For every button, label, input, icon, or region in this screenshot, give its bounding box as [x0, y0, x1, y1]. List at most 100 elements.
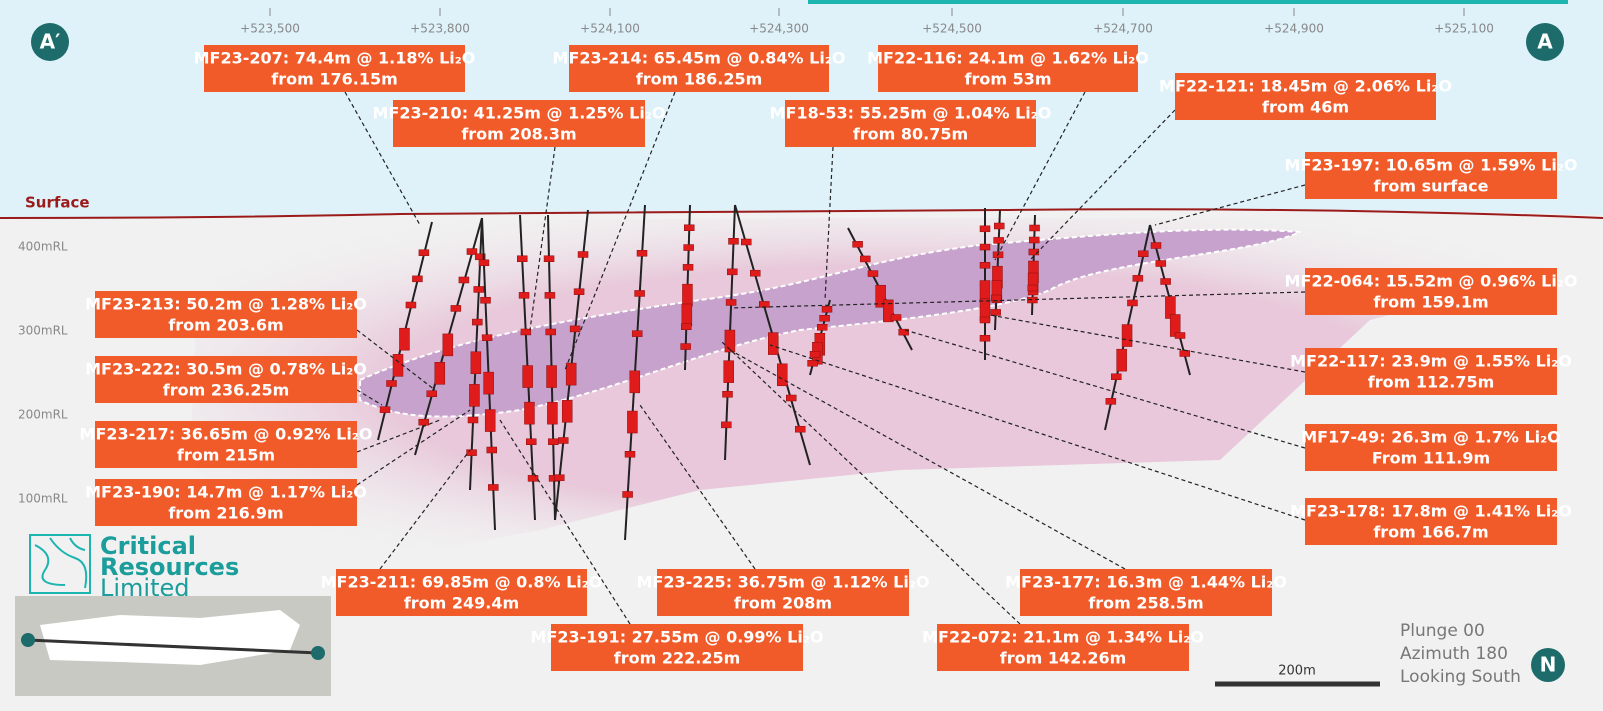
- callout-box: [1305, 498, 1557, 545]
- callout-line: from 53m: [964, 70, 1051, 89]
- callout-line: from 112.75m: [1368, 373, 1495, 392]
- marker-right: [1526, 23, 1564, 61]
- callout-box: [1305, 152, 1557, 199]
- intercept: [722, 391, 733, 398]
- callout-line: MF22-116: 24.1m @ 1.62% Li₂O: [867, 49, 1149, 68]
- intercept: [681, 303, 693, 327]
- intercept: [478, 259, 490, 267]
- marker-right-label: A: [1537, 30, 1553, 54]
- intercept: [777, 363, 788, 387]
- callout-line: MF22-064: 15.52m @ 0.96% Li₂O: [1285, 272, 1578, 291]
- intercept: [518, 292, 530, 299]
- intercept: [821, 306, 833, 313]
- intercept: [466, 449, 477, 456]
- callout-box: [1305, 268, 1557, 315]
- callout-line: from 258.5m: [1088, 594, 1203, 613]
- callout-box: [393, 100, 645, 147]
- callout-line: from surface: [1374, 177, 1489, 196]
- intercept: [399, 327, 410, 351]
- intercept: [875, 284, 886, 308]
- north-label: N: [1540, 653, 1557, 677]
- intercept: [469, 384, 480, 407]
- callout-box: [95, 421, 357, 468]
- intercept: [517, 255, 528, 262]
- inset-marker: [21, 633, 35, 647]
- intercept: [412, 275, 423, 283]
- callout-line: MF18-53: 55.25m @ 1.04% Li₂O: [770, 104, 1052, 123]
- intercept: [993, 237, 1004, 244]
- intercept: [458, 276, 470, 284]
- intercept: [627, 410, 638, 434]
- intercept: [434, 362, 446, 385]
- leader-line: [356, 389, 383, 406]
- leaders: [344, 91, 1306, 625]
- callout-line: From 111.9m: [1372, 449, 1490, 468]
- callout-line: MF23-177: 16.3m @ 1.44% Li₂O: [1005, 573, 1287, 592]
- intercept: [467, 416, 479, 424]
- intercept: [636, 250, 648, 257]
- callout-line: from 208m: [734, 594, 832, 613]
- leader-line: [564, 91, 676, 371]
- intercept: [682, 264, 694, 271]
- callout-line: from 142.26m: [1000, 649, 1127, 668]
- intercept: [979, 316, 991, 324]
- intercept: [723, 360, 734, 383]
- intercept: [682, 283, 693, 307]
- callout-line: from 249.4m: [404, 594, 519, 613]
- intercept: [1105, 398, 1117, 405]
- intercept: [634, 290, 645, 297]
- intercept: [741, 238, 752, 246]
- intercept: [795, 425, 806, 433]
- intercept: [786, 394, 797, 402]
- callout-line: from 80.75m: [853, 125, 968, 144]
- axes: +523,500 +523,800 +524,100 +524,300 +524,500…: [18, 8, 1494, 506]
- callout-box: [1305, 348, 1557, 395]
- intercept: [524, 401, 535, 425]
- intercept: [681, 323, 692, 330]
- intercept: [573, 288, 585, 295]
- intercept: [1160, 278, 1171, 285]
- callout-line: MF23-207: 74.4m @ 1.18% Li₂O: [194, 49, 476, 68]
- intercept: [565, 362, 577, 386]
- intercept: [1127, 299, 1138, 307]
- callout-line: MF17-49: 26.3m @ 1.7% Li₂O: [1301, 428, 1561, 447]
- intercept: [544, 292, 556, 299]
- intercept: [819, 315, 830, 322]
- intercept: [480, 296, 491, 304]
- scale-label: 200m: [1278, 664, 1315, 679]
- intercept: [1179, 350, 1191, 357]
- intercept: [450, 305, 462, 312]
- leader-line: [989, 314, 1306, 373]
- intercept: [1028, 248, 1040, 256]
- intercept: [852, 241, 863, 248]
- intercept: [558, 437, 569, 444]
- intercept: [683, 244, 694, 251]
- logo-mark: [29, 534, 91, 594]
- intercept: [527, 475, 539, 482]
- intercept: [386, 380, 397, 387]
- leader-line: [994, 91, 1086, 261]
- leader-line: [719, 339, 1021, 625]
- leader-line: [824, 146, 834, 301]
- intercept: [727, 268, 738, 276]
- callout-line: from 216.9m: [168, 504, 283, 523]
- callout-box: [569, 45, 829, 92]
- intercept: [483, 371, 494, 395]
- intercept: [867, 270, 879, 277]
- leader-line: [356, 329, 436, 391]
- intercept: [543, 255, 555, 262]
- intercept: [721, 421, 732, 429]
- intercept: [522, 365, 533, 388]
- elevation-label: 300mRL: [18, 324, 68, 338]
- callout-line: from 203.6m: [168, 316, 283, 335]
- callout-line: from 222.25m: [614, 649, 741, 668]
- easting-label: +523,500: [240, 22, 300, 36]
- inset-line: [27, 638, 319, 655]
- leader-line: [379, 449, 471, 570]
- callout-line: from 176.15m: [271, 70, 398, 89]
- intercept: [624, 451, 636, 458]
- callout-box: [95, 356, 357, 403]
- logo-mark-lines: [34, 537, 88, 589]
- leader-line: [344, 91, 421, 226]
